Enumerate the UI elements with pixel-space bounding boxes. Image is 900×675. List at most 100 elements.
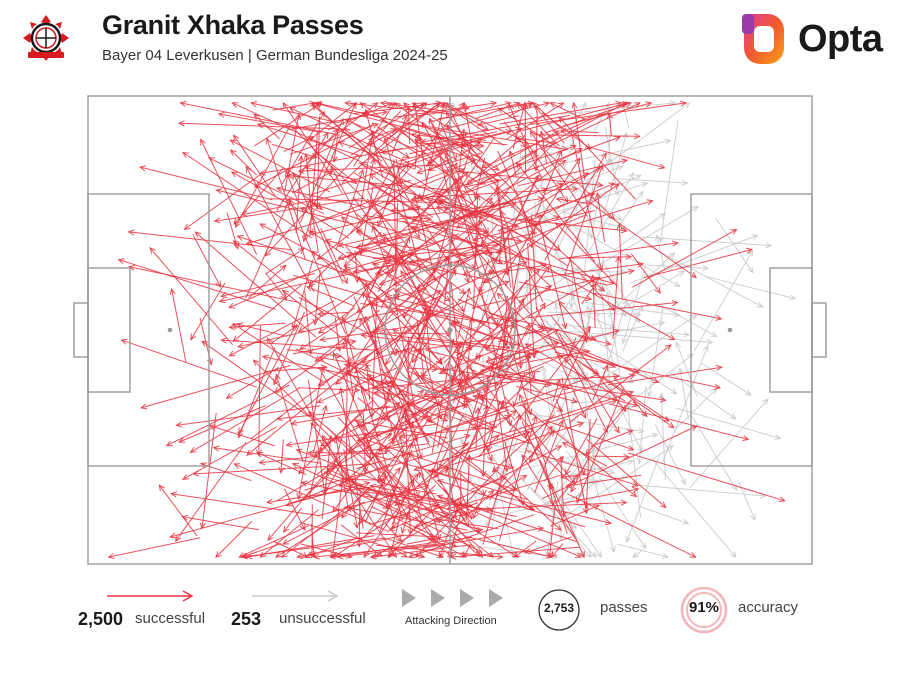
successful-pass-arrow-head	[311, 102, 319, 109]
successful-pass-arrow-head	[432, 536, 439, 544]
successful-pass-arrow-head	[481, 162, 489, 169]
successful-pass-arrow	[182, 152, 312, 239]
successful-pass-arrow	[485, 266, 550, 351]
successful-pass-arrow	[457, 298, 616, 368]
successful-pass-arrow-head	[377, 474, 384, 482]
successful-pass-arrow-head	[602, 364, 609, 372]
successful-pass-arrow-head	[579, 551, 585, 559]
successful-pass-arrow-head	[410, 225, 418, 232]
successful-pass-arrow-head	[482, 277, 490, 284]
successful-pass-arrow	[474, 157, 486, 199]
successful-pass-arrow-head	[564, 384, 572, 391]
successful-pass-arrow	[140, 166, 273, 201]
unsuccessful-pass-arrow-head	[500, 236, 507, 244]
successful-pass-arrow-head	[486, 454, 493, 462]
unsuccessful-pass-arrow-head	[584, 304, 591, 312]
successful-pass-arrow-head	[509, 202, 517, 209]
successful-pass-arrow	[529, 266, 551, 286]
successful-pass-arrow-head	[595, 191, 602, 199]
successful-pass-arrow	[295, 156, 302, 234]
unsuccessful-pass-arrow-head	[680, 478, 686, 486]
successful-pass-arrow-head	[475, 218, 483, 226]
successful-pass-arrow-head	[460, 128, 467, 136]
successful-pass-arrow	[496, 494, 612, 524]
successful-pass-arrow-head	[509, 322, 517, 329]
successful-pass-arrow	[504, 157, 581, 275]
successful-pass-arrow-head	[526, 504, 534, 511]
successful-pass-arrow-head	[556, 405, 564, 412]
successful-pass-arrow-head	[337, 241, 345, 248]
successful-pass-arrow-head	[625, 253, 633, 260]
successful-pass-arrow-head	[463, 433, 471, 440]
successful-pass-arrow	[437, 495, 577, 543]
successful-pass-arrow-head	[331, 155, 338, 163]
successful-pass-arrow-head	[139, 165, 147, 172]
successful-pass-arrow	[372, 370, 541, 389]
successful-pass-arrow	[531, 328, 659, 383]
successful-pass-arrow-head	[302, 235, 309, 243]
successful-pass-arrow-head	[531, 414, 538, 422]
successful-pass-arrow	[360, 424, 408, 469]
successful-pass-arrow-head	[416, 193, 424, 200]
successful-pass-arrow-head	[297, 247, 305, 254]
successful-pass-arrow-head	[305, 285, 314, 292]
successful-pass-arrow-head	[412, 101, 419, 109]
successful-pass-arrow	[480, 287, 512, 426]
successful-pass-arrow-head	[107, 553, 115, 560]
successful-pass-arrow	[406, 529, 483, 545]
successful-pass-arrow-head	[390, 128, 398, 134]
successful-pass-arrow	[386, 449, 413, 508]
successful-pass-arrow	[480, 224, 498, 245]
unsuccessful-pass-arrow-head	[677, 367, 684, 375]
successful-pass-arrow	[408, 472, 483, 558]
successful-pass-arrow	[299, 288, 394, 350]
successful-pass-arrow-head	[371, 102, 379, 109]
successful-pass-arrow	[286, 349, 342, 357]
successful-pass-arrow	[586, 439, 667, 508]
successful-pass-arrow-head	[425, 308, 432, 316]
club-crest-icon	[23, 15, 69, 61]
centre-circle	[384, 264, 516, 396]
successful-pass-arrow	[121, 339, 257, 388]
successful-pass-arrow-head	[285, 169, 291, 177]
unsuccessful-pass-arrow	[600, 102, 690, 170]
unsuccessful-count: 253	[231, 609, 262, 629]
unsuccessful-pass-arrow	[646, 264, 709, 269]
successful-pass-arrow	[332, 479, 344, 558]
successful-pass-arrow	[158, 484, 198, 537]
unsuccessful-pass-arrow	[632, 549, 644, 558]
successful-pass-arrow-head	[353, 521, 360, 529]
successful-pass-arrow	[385, 249, 446, 365]
successful-pass-arrow-head	[335, 352, 343, 359]
successful-pass-arrow	[262, 356, 406, 388]
successful-pass-arrow-head	[359, 424, 367, 431]
successful-pass-arrow-head	[561, 145, 569, 152]
pitch-markings	[73, 95, 827, 565]
successful-pass-arrow	[560, 130, 599, 134]
successful-pass-arrow	[518, 281, 592, 300]
successful-pass-arrow	[627, 452, 785, 502]
successful-pass-arrow	[209, 425, 275, 447]
unsuccessful-pass-arrow-head	[616, 165, 624, 171]
successful-pass-arrow	[558, 333, 620, 433]
chart-title: Granit Xhaka Passes	[102, 10, 364, 40]
unsuccessful-pass-arrow-head	[634, 174, 642, 181]
attacking-direction-icon	[402, 589, 503, 607]
successful-pass-arrow	[330, 536, 473, 558]
successful-pass-arrow	[612, 374, 648, 417]
successful-pass-arrow	[398, 263, 472, 370]
successful-pass-arrow-head	[465, 287, 472, 295]
successful-pass-arrow-head	[545, 327, 553, 334]
unsuccessful-pass-arrow	[714, 217, 754, 273]
successful-pass-arrow-head	[462, 171, 470, 178]
successful-pass-arrow	[289, 199, 347, 335]
successful-pass-arrow-head	[555, 445, 563, 452]
successful-pass-arrow	[515, 137, 557, 144]
successful-pass-arrow	[515, 385, 578, 403]
successful-pass-arrow	[485, 191, 509, 217]
successful-pass-arrow	[232, 102, 362, 163]
successful-pass-arrow-head	[332, 351, 339, 360]
successful-pass-arrow-head	[369, 173, 376, 180]
successful-pass-arrow	[250, 102, 339, 124]
successful-pass-arrow	[467, 130, 559, 183]
